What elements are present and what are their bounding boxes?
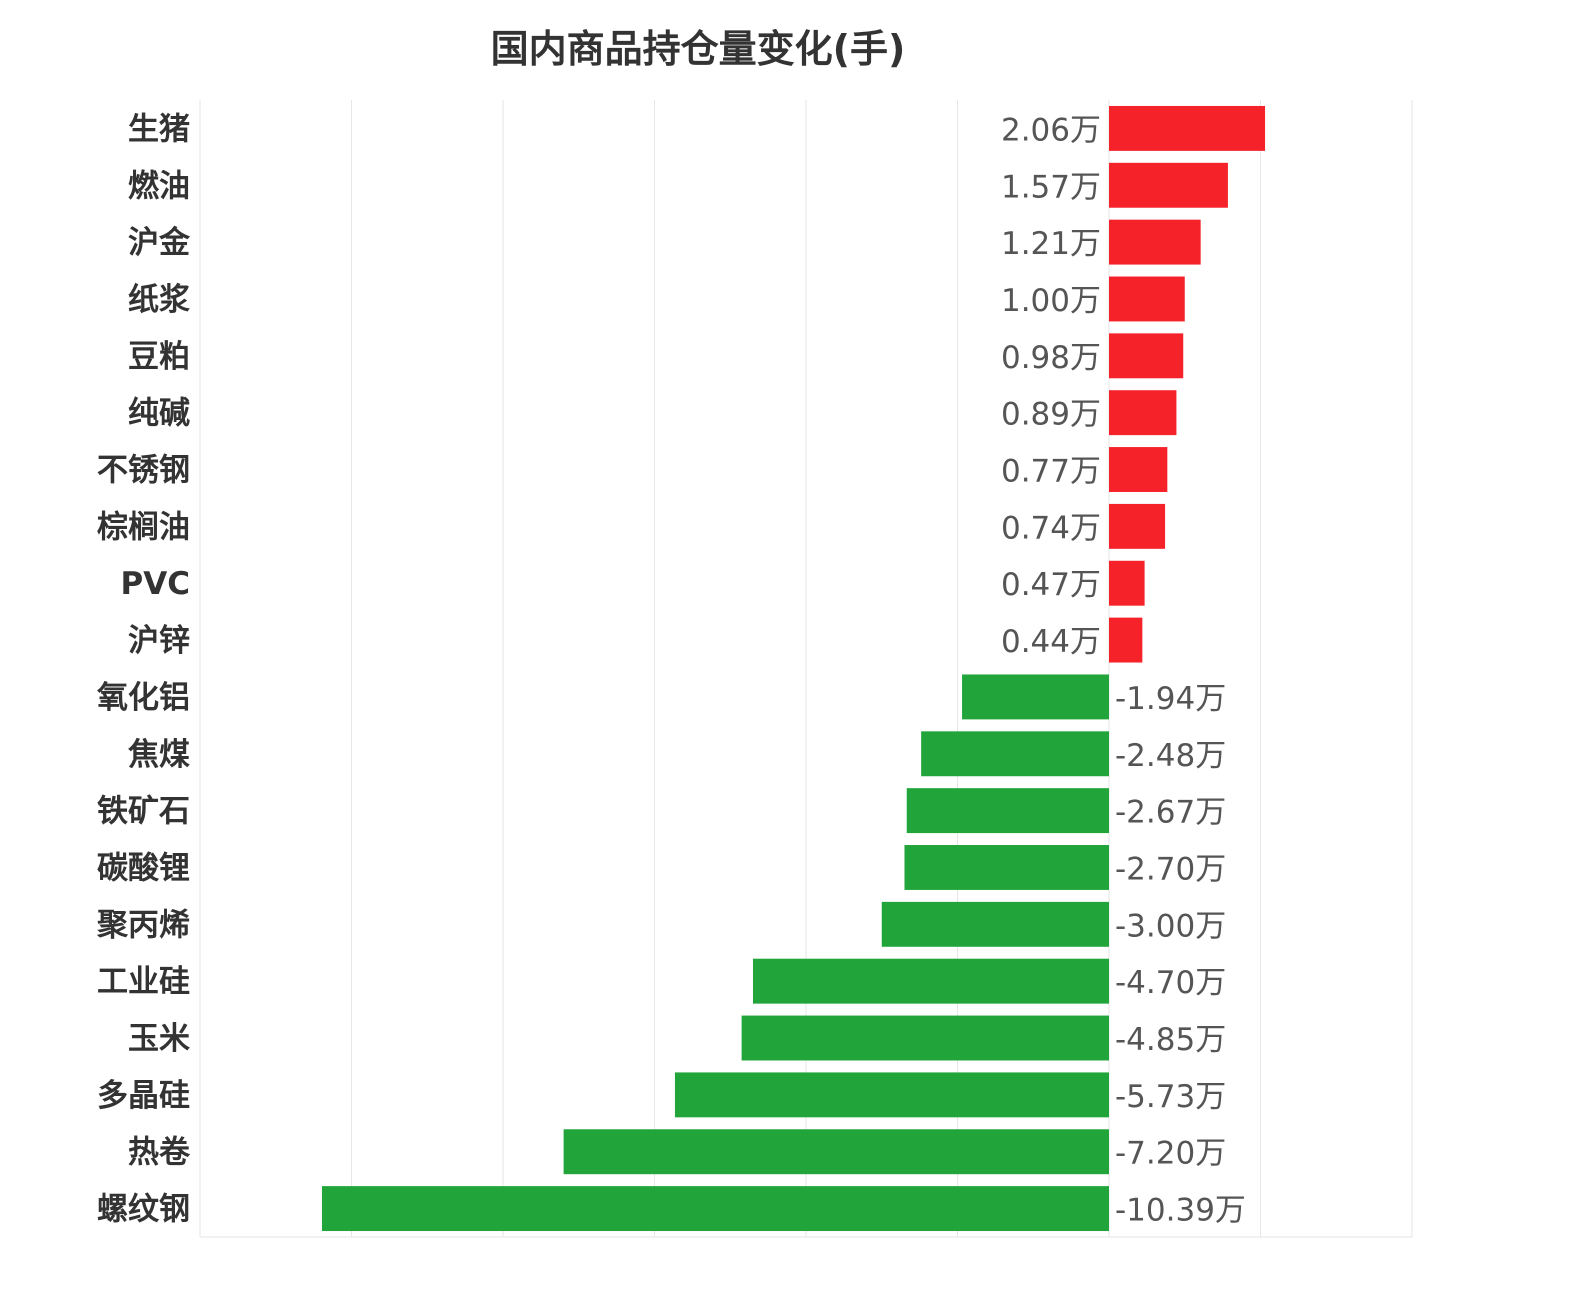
category-label: 氧化铝 [97, 680, 190, 716]
bar [752, 958, 1109, 1004]
value-label: 1.21万 [1001, 226, 1101, 262]
bar [563, 1129, 1109, 1175]
value-label: -3.00万 [1115, 908, 1226, 944]
category-label: 纯碱 [128, 396, 190, 432]
value-label: 0.89万 [1001, 397, 1101, 433]
chart-title: 国内商品持仓量变化(手) [491, 27, 906, 71]
value-label: 0.44万 [1001, 624, 1101, 660]
category-label: 燃油 [128, 168, 190, 204]
category-label: 棕榈油 [97, 509, 190, 545]
value-label: -4.70万 [1115, 965, 1226, 1001]
bar [1109, 219, 1201, 265]
bar [674, 1072, 1109, 1118]
bar [1109, 390, 1177, 436]
bar [1109, 617, 1143, 663]
gridlines [199, 100, 1413, 1238]
value-label: -7.20万 [1115, 1136, 1226, 1172]
value-label: 0.74万 [1001, 510, 1101, 546]
category-label: 螺纹钢 [97, 1192, 190, 1228]
category-label: 铁矿石 [97, 794, 190, 830]
category-label: PVC [121, 566, 190, 602]
bar [1109, 105, 1266, 151]
bar [741, 1015, 1109, 1061]
bar [906, 788, 1109, 834]
category-label: 豆粕 [128, 339, 190, 375]
value-label: -1.94万 [1115, 681, 1226, 717]
category-label: 碳酸锂 [97, 850, 190, 886]
bar [1109, 560, 1145, 606]
category-label: 聚丙烯 [96, 907, 190, 943]
category-label: 焦煤 [128, 737, 190, 773]
bar [962, 674, 1109, 720]
value-label: -2.67万 [1115, 795, 1226, 831]
category-label: 沪锌 [128, 623, 190, 659]
category-label: 沪金 [128, 225, 191, 261]
category-label: 纸浆 [128, 282, 190, 318]
category-label: 不锈钢 [97, 453, 190, 489]
value-label: 0.77万 [1001, 454, 1101, 490]
bar [321, 1186, 1109, 1232]
category-label: 多晶硅 [97, 1078, 190, 1114]
value-label: -2.70万 [1115, 851, 1226, 887]
value-label: -4.85万 [1115, 1022, 1226, 1058]
bar [921, 731, 1109, 777]
value-label: -10.39万 [1115, 1193, 1246, 1229]
value-label: 0.98万 [1001, 340, 1101, 376]
value-label: -5.73万 [1115, 1079, 1226, 1115]
value-label: 2.06万 [1001, 112, 1101, 148]
bar [881, 901, 1109, 947]
category-label: 玉米 [128, 1021, 190, 1057]
bar [1109, 447, 1168, 492]
value-label: 1.00万 [1001, 283, 1101, 319]
bar [904, 845, 1109, 890]
bars [321, 105, 1266, 1232]
bar [1109, 333, 1184, 379]
value-label: 0.47万 [1001, 567, 1101, 603]
bar [1109, 162, 1228, 208]
category-label: 热卷 [128, 1135, 191, 1171]
value-label: -2.48万 [1115, 738, 1226, 774]
value-label: 1.57万 [1001, 169, 1101, 205]
bar [1109, 503, 1166, 549]
bar [1109, 276, 1185, 322]
category-label: 工业硅 [97, 964, 190, 1000]
category-label: 生猪 [128, 111, 190, 147]
value-labels: 2.06万 1.57万 1.21万 1.00万 0.98万 0.89万 0.77万 0.74万… [1001, 112, 1246, 1228]
